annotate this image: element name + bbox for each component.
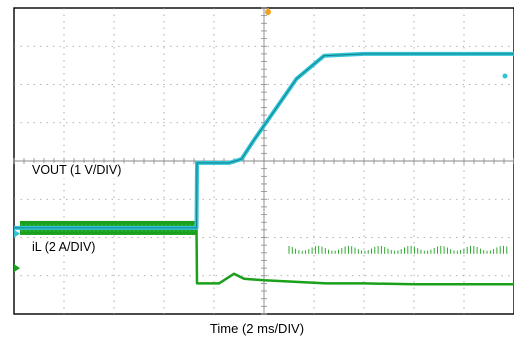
il-trace-label: iL (2 A/DIV) — [29, 240, 99, 255]
waveform-traces — [14, 51, 514, 286]
trace-markers — [14, 8, 508, 273]
vout-trace-label: VOUT (1 V/DIV) — [29, 163, 125, 178]
x-axis-label: Time (2 ms/DIV) — [209, 321, 305, 336]
graticule — [13, 7, 514, 315]
il-ground-marker — [14, 264, 20, 273]
vout-ground-marker — [14, 229, 20, 238]
il-trace — [14, 226, 514, 286]
vout-ref-marker — [502, 73, 508, 79]
vout-trace-core — [14, 53, 514, 229]
